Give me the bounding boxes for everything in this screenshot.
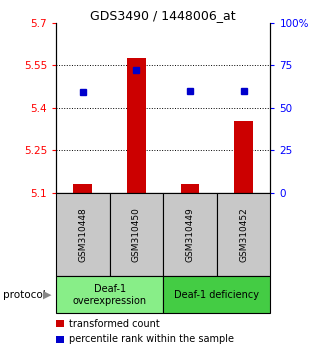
Text: percentile rank within the sample: percentile rank within the sample (69, 334, 234, 344)
Text: Deaf-1
overexpression: Deaf-1 overexpression (73, 284, 147, 306)
Text: GSM310449: GSM310449 (186, 207, 195, 262)
Bar (180, 184, 199, 193)
Bar (163, 193, 217, 276)
Text: GSM310450: GSM310450 (132, 207, 141, 262)
Bar (109, 193, 163, 276)
Text: GSM310452: GSM310452 (239, 207, 248, 262)
Text: GSM310448: GSM310448 (78, 207, 87, 262)
Bar (163, 276, 270, 313)
Bar (56, 193, 109, 276)
Text: protocol: protocol (3, 290, 46, 300)
Bar (56, 276, 163, 313)
Bar (217, 193, 270, 276)
Text: transformed count: transformed count (69, 319, 160, 329)
Text: ▶: ▶ (43, 290, 52, 300)
Title: GDS3490 / 1448006_at: GDS3490 / 1448006_at (90, 9, 236, 22)
Text: Deaf-1 deficiency: Deaf-1 deficiency (174, 290, 259, 300)
Bar (234, 121, 253, 193)
Bar (73, 184, 92, 193)
Bar (127, 58, 146, 193)
